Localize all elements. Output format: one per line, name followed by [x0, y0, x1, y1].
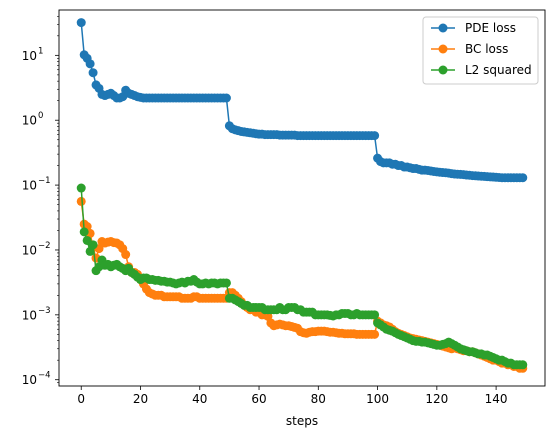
y-tick-exponent-e0: 0: [38, 111, 43, 121]
point-l2-squared-1: [80, 227, 89, 236]
point-pde-loss-3: [86, 59, 95, 68]
point-pde-loss-149: [518, 173, 527, 182]
point-l2-squared-49: [222, 278, 231, 287]
y-tick-label-e4: 10: [22, 373, 37, 387]
point-pde-loss-4: [89, 68, 98, 77]
point-pde-loss-99: [370, 131, 379, 140]
y-tick-exponent-e3: −3: [38, 306, 51, 316]
point-pde-loss-49: [222, 94, 231, 103]
y-tick-label-e1: 10: [22, 49, 37, 63]
point-l2-squared-4: [89, 240, 98, 249]
legend-marker-pde-loss: [439, 24, 448, 33]
y-tick-exponent-e1: 1: [38, 46, 43, 56]
y-tick-label-e3: 10: [22, 308, 37, 322]
x-tick-label-80: 80: [311, 392, 326, 406]
x-tick-label-40: 40: [192, 392, 207, 406]
point-pde-loss-0: [77, 18, 86, 27]
legend-label-l2-squared: L2 squared: [465, 63, 532, 77]
x-tick-label-60: 60: [251, 392, 266, 406]
point-bc-loss-99: [370, 330, 379, 339]
y-tick-exponent-e2: −2: [38, 241, 51, 251]
x-tick-label-120: 120: [425, 392, 448, 406]
y-tick-label-e1: 10: [22, 179, 37, 193]
legend-marker-bc-loss: [439, 45, 448, 54]
x-tick-label-100: 100: [366, 392, 389, 406]
point-l2-squared-99: [370, 310, 379, 319]
legend-marker-l2-squared: [439, 66, 448, 75]
x-tick-label-140: 140: [485, 392, 508, 406]
legend-label-pde-loss: PDE loss: [465, 21, 516, 35]
x-tick-label-0: 0: [77, 392, 85, 406]
point-bc-loss-15: [121, 250, 130, 259]
y-tick-exponent-e1: −1: [38, 176, 51, 186]
point-l2-squared-0: [77, 184, 86, 193]
legend-label-bc-loss: BC loss: [465, 42, 508, 56]
legend: PDE loss BC loss L2 squared: [423, 17, 538, 84]
y-tick-label-e2: 10: [22, 243, 37, 257]
x-axis-label: steps: [286, 414, 318, 428]
point-l2-squared-149: [518, 360, 527, 369]
y-tick-exponent-e4: −4: [38, 371, 51, 381]
x-tick-label-20: 20: [133, 392, 148, 406]
y-tick-label-e0: 10: [22, 114, 37, 128]
